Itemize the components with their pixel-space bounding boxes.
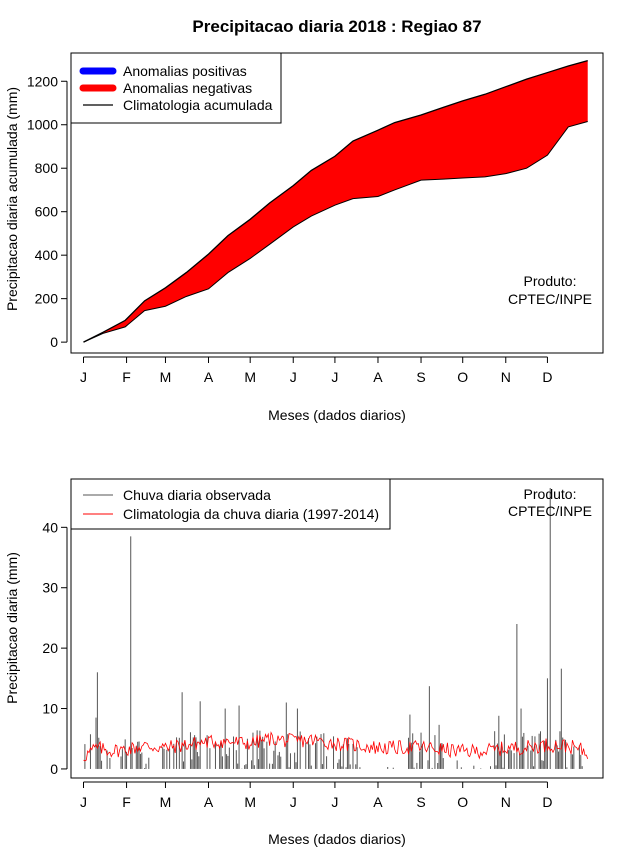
- top-annotation-line-2: CPTEC/INPE: [508, 291, 592, 307]
- bottom-x-tick-label-6: J: [290, 794, 297, 810]
- top-x-tick-label-6: J: [290, 369, 297, 385]
- top-y-tick-label: 600: [35, 204, 59, 220]
- top-y-tick-label: 400: [35, 247, 59, 263]
- top-x-tick-label-8: A: [373, 369, 383, 385]
- bottom-x-tick-label-2: F: [122, 794, 131, 810]
- top-x-tick-label-9: S: [416, 369, 425, 385]
- bottom-x-tick-label-4: A: [204, 794, 214, 810]
- bottom-x-tick-label-1: J: [80, 794, 87, 810]
- observed-cumulative-line: [83, 120, 588, 343]
- bottom-y-axis-label: Precipitacao diaria (mm): [4, 552, 20, 704]
- top-x-tick-label-7: J: [331, 369, 338, 385]
- bottom-x-tick-label-3: M: [160, 794, 172, 810]
- climatology-daily-line: [83, 731, 589, 762]
- top-plot-frame: [70, 52, 604, 354]
- observed-rain-bars: [84, 488, 583, 769]
- top-annotation-line-1: Produto:: [524, 273, 577, 289]
- top-y-tick-label: 800: [35, 160, 59, 176]
- top-x-tick-label-5: M: [244, 369, 256, 385]
- top-x-tick-label-4: A: [204, 369, 214, 385]
- top-x-tick-label-3: M: [160, 369, 172, 385]
- top-x-tick-label-12: D: [542, 369, 552, 385]
- climatology-cumulative-line: [83, 59, 588, 343]
- bottom-legend-label-climatology: Climatologia da chuva diaria (1997-2014): [123, 506, 379, 522]
- top-x-tick-label-11: N: [501, 369, 511, 385]
- bottom-annotation-line-1: Produto:: [524, 486, 577, 502]
- bottom-y-tick-label: 10: [42, 701, 58, 717]
- bottom-x-tick-label-12: D: [542, 794, 552, 810]
- top-legend-label-negative: Anomalias negativas: [123, 80, 252, 96]
- cumulative-precipitation-panel: 0 200 400 600 800 1000 1200 J F M A M J J A S O N D: [27, 52, 604, 385]
- top-y-axis-label: Precipitacao diaria acumulada (mm): [4, 87, 20, 311]
- bottom-annotation-line-2: CPTEC/INPE: [508, 503, 592, 519]
- top-legend-label-climatology: Climatologia acumulada: [123, 97, 273, 113]
- top-y-tick-label: 200: [35, 291, 59, 307]
- daily-precipitation-panel: 0 10 20 30 40 J F M A M J J A S O N D: [42, 478, 604, 810]
- bottom-legend-box: [70, 478, 391, 530]
- bottom-x-tick-label-8: A: [373, 794, 383, 810]
- bottom-y-tick-label: 20: [42, 640, 58, 656]
- top-y-tick-label: 0: [50, 334, 58, 350]
- top-legend-label-positive: Anomalias positivas: [123, 63, 247, 79]
- top-x-tick-label-2: F: [122, 369, 131, 385]
- bottom-x-tick-label-7: J: [331, 794, 338, 810]
- top-y-tick-label: 1000: [27, 117, 58, 133]
- bottom-x-axis-label: Meses (dados diarios): [268, 831, 406, 847]
- top-x-tick-label-10: O: [457, 369, 468, 385]
- top-x-tick-label-1: J: [80, 369, 87, 385]
- bottom-legend-label-observed: Chuva diaria observada: [123, 487, 271, 503]
- bottom-y-tick-label: 30: [42, 580, 58, 596]
- bottom-x-tick-label-9: S: [416, 794, 425, 810]
- top-x-axis-label: Meses (dados diarios): [268, 407, 406, 423]
- bottom-y-tick-label: 0: [50, 761, 58, 777]
- negative-anomaly-area: [83, 60, 588, 343]
- bottom-x-tick-label-11: N: [501, 794, 511, 810]
- bottom-x-tick-label-5: M: [244, 794, 256, 810]
- chart-title: Precipitacao diaria 2018 : Regiao 87: [192, 17, 481, 36]
- bottom-x-tick-label-10: O: [457, 794, 468, 810]
- bottom-y-tick-label: 40: [42, 519, 58, 535]
- top-y-tick-label: 1200: [27, 73, 58, 89]
